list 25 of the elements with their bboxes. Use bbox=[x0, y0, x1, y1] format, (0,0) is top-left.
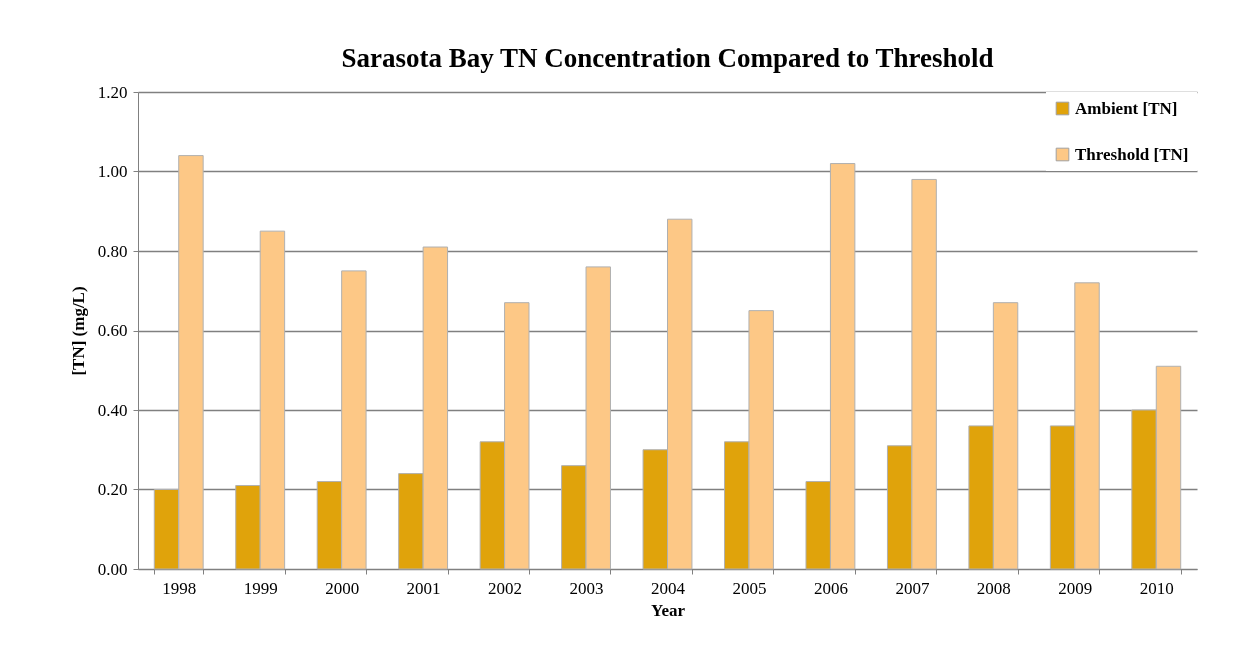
y-axis-title: [TN] (mg/L) bbox=[68, 286, 88, 376]
x-tick-label: 1999 bbox=[243, 578, 278, 598]
x-tick-label: 2005 bbox=[732, 578, 767, 598]
x-tick-label: 2008 bbox=[976, 578, 1011, 598]
x-tick-label: 1998 bbox=[162, 578, 197, 598]
x-tick-label: 2001 bbox=[406, 578, 441, 598]
y-tick-label: 0.80 bbox=[97, 241, 128, 261]
x-tick-label: 2007 bbox=[895, 578, 930, 598]
x-tick-label: 2009 bbox=[1058, 578, 1093, 598]
chart-title: Sarasota Bay TN Concentration Compared to Threshold bbox=[341, 43, 994, 73]
y-tick-label: 0.20 bbox=[97, 480, 128, 499]
x-tick-label: 2010 bbox=[1139, 578, 1174, 598]
x-tick-label: 2006 bbox=[813, 578, 848, 598]
x-tick-label: 2003 bbox=[569, 578, 604, 598]
legend-label: Ambient [TN] bbox=[1075, 98, 1178, 118]
x-tick-label: 2004 bbox=[651, 578, 686, 598]
y-tick-label: 0.40 bbox=[97, 400, 128, 420]
y-tick-label: 1.00 bbox=[97, 162, 128, 181]
x-tick-label: 2002 bbox=[488, 578, 523, 598]
y-tick-label: 0.00 bbox=[97, 559, 128, 579]
legend-label: Threshold [TN] bbox=[1075, 144, 1189, 164]
y-tick-label: 1.20 bbox=[97, 82, 128, 102]
x-tick-label: 2000 bbox=[325, 578, 360, 598]
y-tick-label: 0.60 bbox=[97, 321, 128, 340]
x-axis-title: Year bbox=[651, 600, 686, 620]
